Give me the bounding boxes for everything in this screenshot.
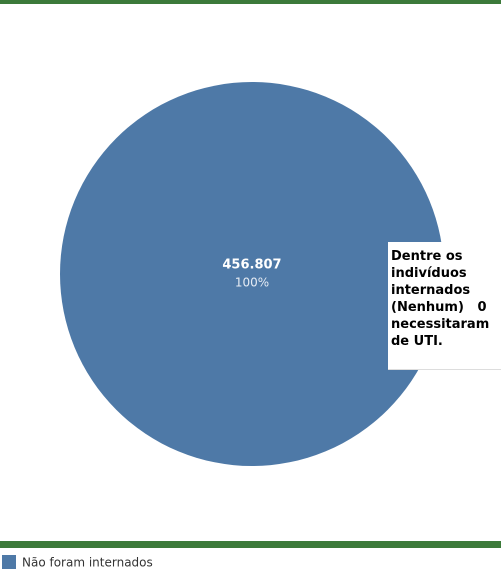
legend-label: Não foram internados	[22, 556, 153, 570]
top-bar	[0, 0, 501, 4]
annotation-line: necessitaram	[391, 317, 490, 332]
annotation-line: indivíduos	[391, 266, 467, 281]
annotation-line: (Nenhum) 0	[391, 300, 487, 315]
percent-label: 100%	[235, 276, 269, 290]
legend-swatch	[2, 555, 16, 569]
annotation: Dentre os indivíduos internados (Nenhum) 0 n…	[388, 242, 501, 370]
annotation-line: Dentre os	[391, 249, 463, 264]
annotation-line: internados	[391, 283, 471, 298]
bottom-bar	[0, 541, 501, 548]
value-label: 456.807	[222, 258, 281, 273]
pie-slice	[60, 82, 444, 466]
annotation-line: de UTI.	[391, 334, 443, 349]
